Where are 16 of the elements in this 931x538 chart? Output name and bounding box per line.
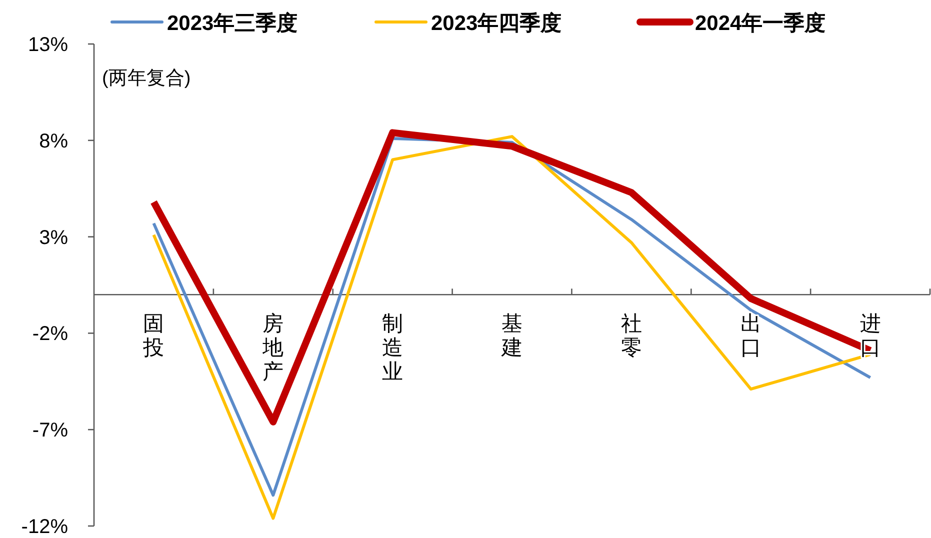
- x-tick-label: 制造业: [382, 312, 404, 384]
- legend-label: 2023年四季度: [431, 12, 562, 35]
- y-tick-label: 13%: [28, 34, 68, 56]
- legend-label: 2024年一季度: [695, 12, 826, 35]
- y-tick-label: 3%: [39, 226, 68, 249]
- x-tick-label: 社零: [620, 312, 642, 360]
- annotation: (两年复合): [102, 68, 191, 89]
- y-tick-label: -12%: [21, 516, 68, 538]
- y-tick-label: 8%: [39, 130, 68, 152]
- x-tick-label: 出口: [740, 312, 762, 360]
- legend-label: 2023年三季度: [167, 12, 298, 35]
- x-tick-label: 房地产: [262, 312, 284, 384]
- y-tick-label: -7%: [32, 420, 68, 442]
- y-tick-label: -2%: [32, 323, 68, 346]
- x-tick-label: 固投: [143, 312, 164, 360]
- x-tick-label: 基建: [502, 312, 522, 360]
